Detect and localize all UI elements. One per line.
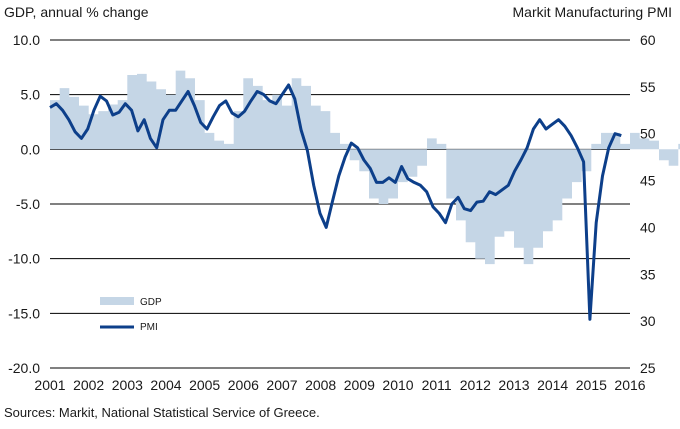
right-tick-label: 30	[640, 313, 656, 329]
gdp-series-area	[50, 70, 680, 265]
right-tick-label: 60	[640, 32, 656, 48]
right-tick-label: 45	[640, 173, 656, 189]
legend-gdp-label: GDP	[140, 297, 162, 308]
x-tick-label: 2012	[460, 377, 491, 393]
x-tick-label: 2004	[150, 377, 181, 393]
legend: GDP PMI	[100, 297, 162, 333]
right-tick-label: 50	[640, 126, 656, 142]
x-tick-label: 2013	[498, 377, 529, 393]
legend-pmi-label: PMI	[140, 322, 158, 333]
x-tick-label: 2006	[228, 377, 259, 393]
x-tick-label: 2010	[382, 377, 413, 393]
x-tick-label: 2009	[344, 377, 375, 393]
legend-gdp-swatch	[100, 297, 134, 305]
x-tick-label: 2011	[422, 377, 452, 393]
left-tick-label: -20.0	[8, 360, 40, 376]
left-axis-ticks: 10.0 5.0 0.0 -5.0 -10.0 -15.0 -20.0	[8, 32, 40, 376]
left-tick-label: 0.0	[21, 141, 41, 157]
pmi-series-line	[49, 83, 622, 321]
right-axis-title: Markit Manufacturing PMI	[512, 4, 673, 20]
right-tick-label: 25	[640, 360, 656, 376]
x-tick-label: 2015	[576, 377, 607, 393]
x-tick-label: 2008	[305, 377, 336, 393]
right-tick-label: 55	[640, 79, 656, 95]
x-tick-label: 2001	[34, 377, 65, 393]
left-tick-label: -5.0	[16, 196, 40, 212]
left-tick-label: -15.0	[8, 305, 40, 321]
x-tick-label: 2005	[189, 377, 220, 393]
x-tick-label: 2016	[614, 377, 645, 393]
right-axis-ticks: 60 55 50 45 40 35 30 25	[640, 32, 656, 376]
x-tick-label: 2002	[73, 377, 104, 393]
left-axis-title: GDP, annual % change	[4, 4, 149, 20]
left-tick-label: 5.0	[21, 87, 41, 103]
right-tick-label: 35	[640, 266, 656, 282]
left-tick-label: -10.0	[8, 251, 40, 267]
x-axis-ticks: 2001 2002 2003 2004 2005 2006 2007 2008 2009 2010…	[34, 377, 645, 393]
source-note: Sources: Markit, National Statistical Se…	[4, 405, 320, 420]
left-tick-label: 10.0	[13, 32, 40, 48]
right-tick-label: 40	[640, 219, 656, 235]
x-tick-label: 2014	[537, 377, 568, 393]
x-tick-label: 2007	[266, 377, 297, 393]
x-tick-label: 2003	[112, 377, 143, 393]
